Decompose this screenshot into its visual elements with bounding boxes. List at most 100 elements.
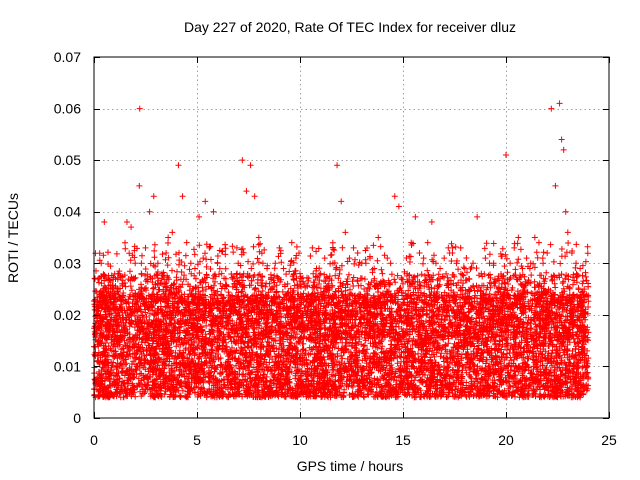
points-layer — [91, 100, 592, 401]
y-tick-label: 0.07 — [54, 49, 81, 65]
roti-peak-marker — [404, 270, 411, 277]
roti-peak-marker — [284, 280, 291, 287]
roti-peak-marker — [313, 265, 320, 272]
roti-peak-marker — [317, 270, 324, 277]
roti-peak-marker — [210, 208, 217, 215]
roti-peak-marker — [556, 100, 563, 107]
roti-peak-marker — [465, 275, 472, 282]
roti-peak-marker — [400, 280, 406, 287]
y-tick-label: 0.06 — [54, 101, 81, 117]
roti-peak-marker — [163, 249, 170, 256]
roti-peak-marker — [247, 162, 254, 169]
roti-peak-marker — [191, 265, 198, 272]
roti-peak-marker — [562, 208, 569, 215]
roti-peak-marker — [292, 255, 299, 262]
roti-peak-marker — [119, 280, 126, 287]
x-tick-label: 20 — [498, 432, 514, 448]
roti-peak-marker — [272, 260, 279, 267]
roti-peak-marker — [338, 198, 345, 205]
roti-peak-marker — [371, 265, 378, 272]
roti-peak-marker — [416, 249, 423, 256]
roti-peak-marker — [507, 260, 514, 267]
roti-peak-marker — [350, 244, 357, 251]
tick-labels-layer: 0 5 10 15 20 25 0 0.01 0.02 0.03 0.04 0.05 0.06 0.07 — [54, 49, 617, 448]
roti-peak-marker — [218, 270, 225, 277]
roti-peak-marker — [136, 105, 143, 112]
roti-peak-marker — [511, 244, 518, 251]
roti-peak-marker — [498, 280, 505, 287]
roti-peak-marker — [583, 291, 590, 298]
roti-peak-marker — [309, 244, 316, 251]
roti-peak-marker — [200, 255, 207, 262]
roti-peak-marker — [461, 265, 468, 272]
roti-peak-marker — [196, 213, 203, 220]
roti-peak-marker — [175, 162, 182, 169]
roti-peak-marker — [268, 275, 275, 282]
roti-peak-marker — [490, 260, 497, 267]
roti-peak-marker — [297, 270, 303, 277]
roti-peak-marker — [165, 234, 172, 241]
roti-peak-marker — [214, 260, 221, 267]
roti-peak-marker — [558, 136, 565, 143]
roti-peak-marker — [334, 162, 341, 169]
roti-peak-marker — [123, 219, 130, 226]
roti-peak-marker — [437, 265, 444, 272]
roti-peak-marker — [183, 239, 190, 246]
roti-peak-marker — [449, 249, 456, 256]
roti-peak-marker — [239, 157, 246, 164]
roti-peak-marker — [115, 270, 122, 277]
roti-peak-marker — [243, 188, 250, 195]
roti-peak-marker — [154, 260, 161, 267]
roti-peak-marker — [325, 280, 332, 287]
roti-peak-marker — [301, 280, 308, 287]
roti-peak-marker — [173, 286, 180, 293]
roti-peak-marker — [321, 255, 328, 262]
roti-peak-marker — [527, 260, 534, 267]
roti-peak-marker — [523, 255, 530, 262]
roti-peak-marker — [577, 265, 584, 272]
roti-peak-marker — [305, 291, 312, 298]
roti-peak-marker — [136, 182, 143, 189]
roti-peak-marker — [255, 234, 262, 241]
roti-peak-marker — [379, 270, 386, 277]
roti-peak-marker — [251, 193, 258, 200]
roti-peak-marker — [187, 260, 194, 267]
roti-peak-marker — [150, 193, 157, 200]
roti-peak-marker — [560, 146, 567, 153]
roti-peak-marker — [103, 286, 110, 293]
roti-peak-marker — [346, 255, 353, 262]
roti-peak-marker — [412, 213, 419, 220]
roti-peak-marker — [408, 239, 415, 246]
roti-peak-marker — [552, 182, 559, 189]
roti-peak-marker — [128, 224, 135, 231]
roti-peak-marker — [202, 198, 209, 205]
roti-peak-marker — [383, 291, 390, 298]
ticks-layer — [94, 57, 610, 419]
y-tick-label: 0.02 — [54, 307, 81, 323]
roti-peak-marker — [354, 249, 361, 256]
roti-peak-marker — [367, 255, 374, 262]
roti-peak-marker — [138, 260, 145, 267]
roti-peak-marker — [519, 265, 526, 272]
roti-peak-marker — [288, 239, 295, 246]
roti-peak-marker — [428, 219, 435, 226]
roti-peak-marker — [95, 301, 102, 308]
roti-peak-marker — [101, 219, 108, 226]
roti-peak-marker — [362, 260, 369, 267]
roti-peak-marker — [387, 260, 394, 267]
y-tick-label: 0.03 — [54, 255, 81, 271]
roti-peak-marker — [259, 260, 266, 267]
roti-peak-marker — [564, 229, 571, 236]
roti-peak-marker — [235, 260, 242, 267]
y-axis-label: ROTI / TECUs — [5, 193, 21, 283]
roti-peak-marker — [441, 255, 448, 262]
x-axis-label: GPS time / hours — [297, 458, 404, 474]
y-tick-label: 0.01 — [54, 358, 81, 374]
roti-peak-marker — [573, 260, 580, 267]
y-tick-label: 0.04 — [54, 204, 81, 220]
roti-peak-marker — [158, 270, 165, 277]
roti-peak-marker — [515, 234, 522, 241]
roti-peak-marker — [424, 239, 431, 246]
roti-peak-marker — [474, 213, 481, 220]
